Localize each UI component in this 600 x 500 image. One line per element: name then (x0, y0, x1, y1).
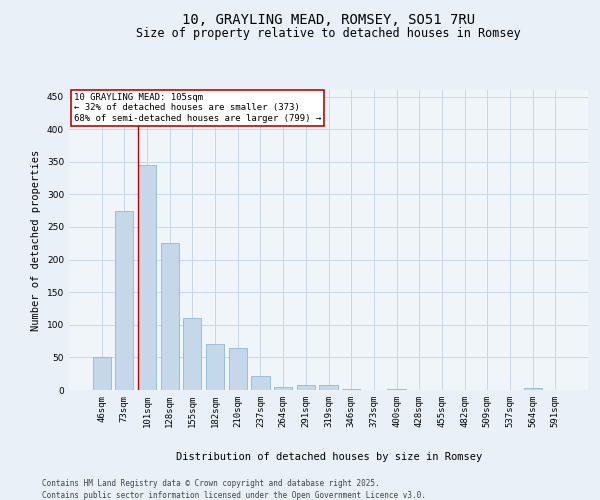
Bar (184, 318, 202, 390)
Bar (92, 358, 111, 390)
Y-axis label: Number of detached properties: Number of detached properties (31, 150, 41, 330)
Bar (206, 344, 224, 390)
Bar (319, 385, 338, 390)
Text: Distribution of detached houses by size in Romsey: Distribution of detached houses by size … (176, 452, 482, 462)
Bar (297, 386, 315, 390)
Bar (138, 165, 156, 390)
Bar (251, 376, 269, 390)
Text: Size of property relative to detached houses in Romsey: Size of property relative to detached ho… (136, 28, 521, 40)
Text: 10, GRAYLING MEAD, ROMSEY, SO51 7RU: 10, GRAYLING MEAD, ROMSEY, SO51 7RU (182, 12, 475, 26)
Bar (229, 348, 247, 390)
Bar (115, 210, 133, 390)
Bar (274, 386, 292, 390)
Bar (161, 244, 179, 390)
Bar (524, 388, 542, 390)
Text: Contains HM Land Registry data © Crown copyright and database right 2025.: Contains HM Land Registry data © Crown c… (42, 479, 380, 488)
Text: 10 GRAYLING MEAD: 105sqm
← 32% of detached houses are smaller (373)
68% of semi-: 10 GRAYLING MEAD: 105sqm ← 32% of detach… (74, 93, 322, 123)
Text: Contains public sector information licensed under the Open Government Licence v3: Contains public sector information licen… (42, 491, 426, 500)
